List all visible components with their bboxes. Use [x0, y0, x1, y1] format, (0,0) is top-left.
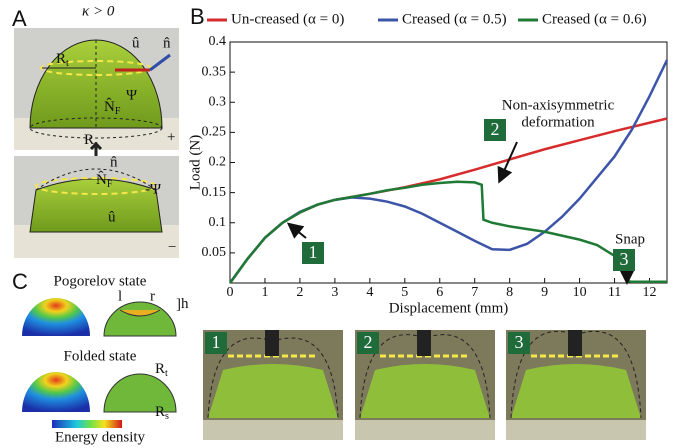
figure: A κ > 0 Rt Ψ N̂F û n̂ Rs + n̂ N̂F -Ψ û −…	[0, 0, 675, 448]
label: ]h	[176, 296, 189, 312]
x-tick-label: 6	[436, 285, 443, 300]
indenter	[417, 330, 431, 356]
label: -Ψ	[145, 181, 162, 197]
section	[104, 374, 176, 412]
x-tick-label: 4	[366, 285, 373, 300]
photos: 1 2 3	[203, 330, 646, 440]
photo-a-top	[14, 28, 179, 150]
series-line	[230, 182, 667, 283]
x-tick-label: 11	[608, 285, 621, 300]
x-tick-label: 10	[573, 285, 587, 300]
label: Folded state	[64, 348, 137, 364]
y-tick-label: 0.2	[209, 155, 227, 170]
photo-a-bottom	[14, 156, 179, 258]
photo-label: 3	[515, 332, 524, 352]
indenter	[265, 330, 279, 356]
photo-label: 2	[364, 332, 373, 352]
x-tick-label: 2	[296, 285, 303, 300]
x-tick-label: 8	[506, 285, 513, 300]
label: Pogorelov state	[54, 273, 147, 289]
sphere	[22, 298, 90, 336]
marker-label: 3	[620, 249, 629, 269]
section	[104, 302, 176, 336]
x-tick-label: 9	[541, 285, 548, 300]
x-axis-label: Displacement (mm)	[389, 300, 509, 316]
photo-label: 1	[212, 332, 221, 352]
panel-label: C	[12, 269, 28, 294]
x-tick-label: 3	[331, 285, 338, 300]
label: n̂	[110, 154, 118, 170]
y-axis-label: Load (N)	[187, 135, 203, 190]
series-line	[230, 119, 667, 283]
dome	[360, 364, 490, 418]
dome	[511, 364, 641, 418]
label: −	[168, 239, 176, 255]
y-tick-label: 0.25	[202, 125, 227, 140]
annotation: Snap	[615, 231, 645, 247]
y-tick-label: 0.35	[202, 64, 227, 79]
label: û	[132, 35, 140, 51]
y-tick-label: 0.3	[209, 94, 227, 109]
panel-label: B	[190, 4, 205, 29]
panel-label: A	[12, 6, 27, 31]
annotation: deformation	[521, 114, 595, 130]
photo-bg	[506, 420, 646, 440]
dome	[208, 364, 338, 418]
kappa: κ > 0	[82, 3, 115, 19]
photo-bg	[203, 420, 343, 440]
marker-label: 1	[309, 242, 318, 262]
colormap	[52, 420, 122, 428]
series-line	[230, 60, 667, 283]
label: r	[150, 288, 155, 304]
x-tick-label: 5	[401, 285, 408, 300]
sphere	[22, 372, 90, 412]
label: Energy density	[55, 429, 146, 445]
x-tick-label: 12	[643, 285, 657, 300]
arrow	[290, 225, 306, 238]
x-tick-label: 1	[261, 285, 268, 300]
label: û	[108, 209, 116, 225]
indenter	[568, 330, 582, 356]
y-tick-label: 0.4	[209, 34, 227, 49]
legend-label: Creased (α = 0.5)	[402, 11, 507, 27]
marker-label: 2	[491, 119, 500, 139]
legend-label: Creased (α = 0.6)	[542, 11, 647, 27]
y-tick-label: 0.05	[202, 245, 227, 260]
y-tick-label: 0.15	[202, 185, 227, 200]
label: l	[118, 288, 122, 304]
y-tick-label: 0.1	[209, 215, 227, 230]
label: +	[167, 129, 175, 145]
legend-label: Un-creased (α = 0)	[231, 11, 344, 27]
x-tick-label: 7	[471, 285, 478, 300]
photo-bg	[355, 420, 495, 440]
annotation: Non-axisymmetric	[502, 97, 615, 113]
x-tick-label: 0	[227, 285, 234, 300]
label: n̂	[163, 35, 171, 51]
label: Rt	[155, 361, 168, 379]
label: Ψ	[126, 87, 138, 103]
